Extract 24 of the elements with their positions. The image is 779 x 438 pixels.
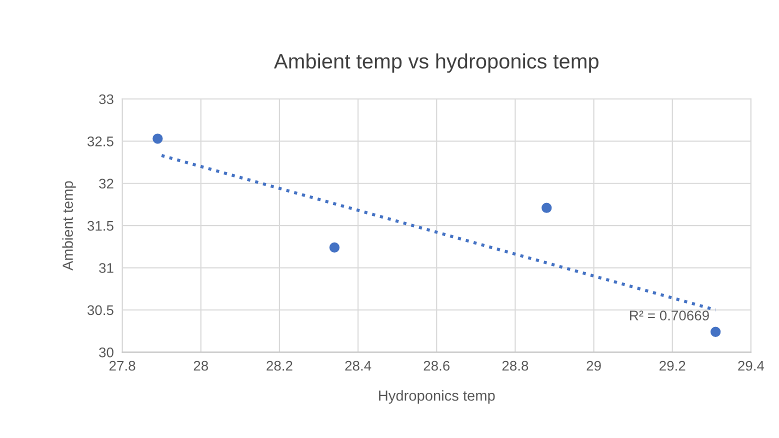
- x-tick-label: 28: [194, 360, 208, 371]
- y-tick-label: 30.5: [87, 305, 114, 316]
- y-tick-label: 32.5: [87, 136, 114, 146]
- y-tick-label: 31.5: [87, 220, 114, 231]
- x-tick-label: 28.2: [266, 360, 292, 371]
- y-tick-label: 32: [99, 178, 114, 189]
- x-tick-label: 28.6: [424, 360, 450, 371]
- x-tick-label: 28.8: [502, 360, 528, 371]
- point: [710, 326, 721, 337]
- point: [152, 134, 163, 144]
- x-tick-label: 27.8: [109, 360, 136, 371]
- y-tick-label: 33: [99, 94, 114, 104]
- x-tick-label: 29.4: [738, 360, 764, 371]
- x-tick-label: 28.4: [345, 360, 372, 371]
- x-tick-label: 29: [586, 360, 601, 371]
- y-tick-label: 31: [99, 263, 114, 273]
- chart-title: Ambient temp vs hydroponics temp: [274, 53, 598, 73]
- annotation: R² = 0.70669: [630, 310, 709, 320]
- y-tick-label: 30: [99, 347, 114, 358]
- y-axis-title: Ambient temp: [62, 181, 76, 271]
- point: [329, 242, 340, 253]
- x-tick-label: 29.2: [660, 360, 686, 371]
- point: [542, 202, 552, 213]
- x-axis-title: Hydroponics temp: [379, 390, 495, 404]
